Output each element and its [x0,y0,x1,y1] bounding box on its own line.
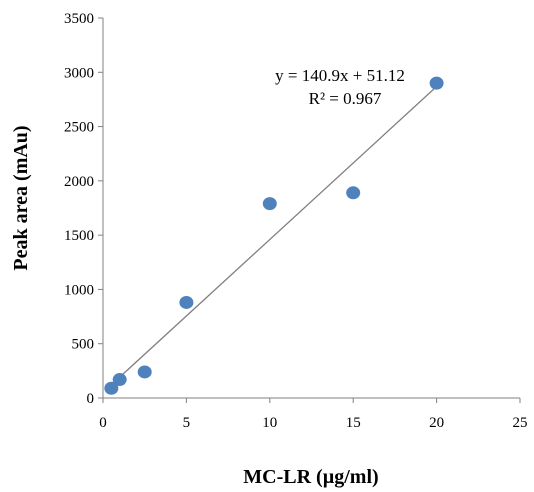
data-point [179,295,194,309]
y-tick-group: 0 500 1000 1500 2000 2500 3000 3500 [64,11,103,407]
y-tick-label: 2000 [64,174,94,190]
y-tick-label: 3000 [64,65,94,81]
r-squared-label: R² = 0.967 [309,89,382,108]
x-tick-group: 0 5 10 15 20 25 [99,398,528,431]
x-tick-label: 20 [429,415,444,431]
y-tick-label: 1500 [64,228,94,244]
x-tick-label: 5 [183,415,191,431]
trendline-equation: y = 140.9x + 51.12 [275,66,405,85]
y-tick-label: 500 [72,337,95,353]
data-point [262,197,277,211]
x-tick-label: 15 [346,415,361,431]
data-point [112,373,127,387]
x-tick-label: 25 [513,415,528,431]
data-points [104,76,444,395]
y-tick-label: 2500 [64,120,94,136]
data-point [429,76,444,90]
data-point [346,186,361,200]
x-tick-label: 0 [99,415,107,431]
y-tick-label: 0 [87,391,95,407]
data-point [104,381,119,395]
y-axis-title: Peak area (mAu) [10,125,32,270]
trendline [110,86,438,386]
x-tick-label: 10 [262,415,277,431]
y-tick-label: 1000 [64,282,94,298]
data-point [137,365,152,379]
y-tick-label: 3500 [64,11,94,27]
axes [102,18,520,399]
x-axis-title: MC-LR (µg/ml) [243,466,378,488]
